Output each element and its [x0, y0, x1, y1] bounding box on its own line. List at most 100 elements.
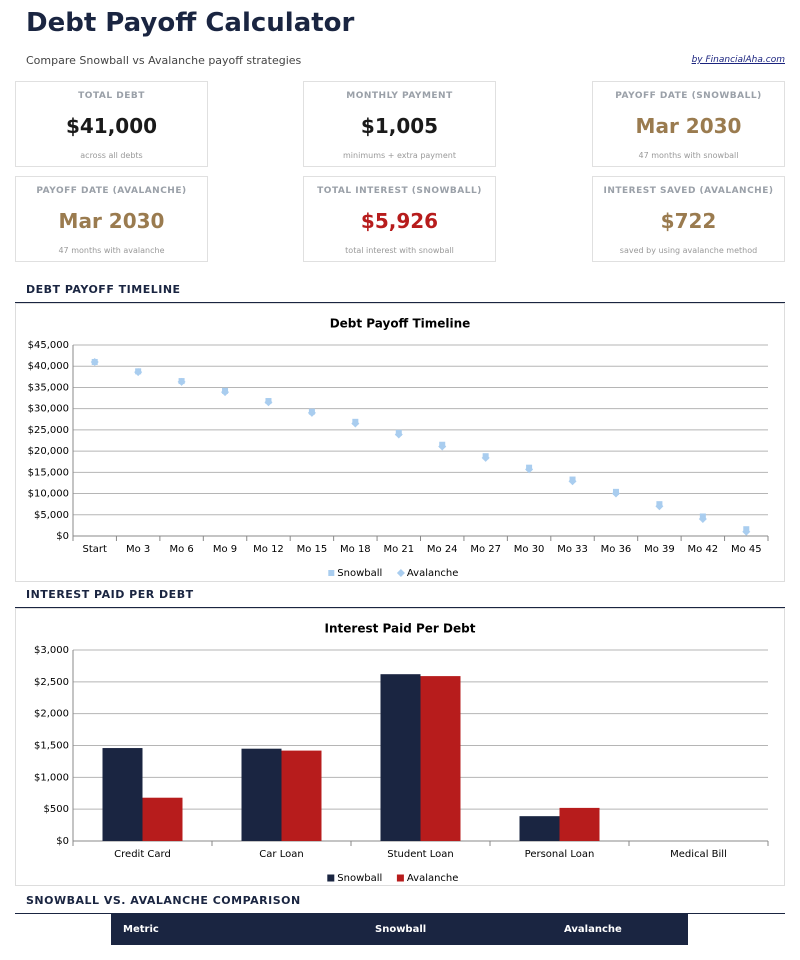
y-tick-label: $30,000 [28, 404, 69, 415]
x-tick-label: Mo 9 [213, 544, 237, 555]
y-tick-label: $10,000 [28, 489, 69, 500]
stat-card: TOTAL DEBT $41,000 across all debts [15, 81, 208, 167]
point [568, 477, 577, 486]
x-tick-label: Mo 45 [731, 544, 762, 555]
point [134, 368, 143, 377]
x-tick-label: Personal Loan [525, 849, 595, 860]
column-header: Metric [123, 924, 159, 935]
y-tick-label: $0 [56, 836, 69, 847]
x-tick-label: Mo 12 [253, 544, 284, 555]
x-tick-label: Mo 36 [601, 544, 632, 555]
y-tick-label: $20,000 [28, 446, 69, 457]
card-note: across all debts [80, 151, 143, 160]
y-tick-label: $35,000 [28, 382, 69, 393]
y-tick-label: $25,000 [28, 425, 69, 436]
chart: Interest Paid Per Debt $0 $500 $1,000 $1,500… [34, 622, 769, 884]
point [177, 377, 186, 386]
x-tick-label: Mo 6 [169, 544, 193, 555]
x-tick-label: Mo 24 [427, 544, 458, 555]
point [525, 465, 534, 474]
chart-title: Interest Paid Per Debt [325, 622, 476, 636]
section-heading: SNOWBALL VS. AVALANCHE COMPARISON [15, 894, 785, 914]
point [264, 398, 273, 407]
y-tick-label: $15,000 [28, 467, 69, 478]
legend-label: Avalanche [407, 873, 459, 884]
y-tick-label: $45,000 [28, 340, 69, 351]
y-tick-label: $5,000 [34, 510, 69, 521]
y-tick-label: $2,000 [34, 709, 69, 720]
card-note: 47 months with snowball [638, 151, 739, 160]
section-heading: DEBT PAYOFF TIMELINE [15, 283, 785, 303]
x-tick-label: Mo 39 [644, 544, 675, 555]
bar [241, 748, 282, 841]
x-tick-label: Mo 30 [514, 544, 545, 555]
card-value: $1,005 [360, 114, 439, 138]
stat-card: PAYOFF DATE (AVALANCHE) Mar 2030 47 months… [15, 176, 208, 262]
subtitle: Compare Snowball vs Avalanche payoff str… [26, 54, 302, 67]
card-note: total interest with snowball [345, 246, 454, 255]
chart: Debt Payoff Timeline $0 $5,000 $10,000 $15,0… [28, 317, 769, 579]
legend-marker [396, 569, 405, 577]
y-tick-label: $40,000 [28, 361, 69, 372]
y-tick-label: $3,000 [34, 645, 69, 656]
legend-label: Snowball [337, 873, 382, 884]
point [90, 357, 99, 366]
column-header: Snowball [375, 924, 427, 935]
legend-label: Snowball [337, 568, 382, 579]
credit-link[interactable]: by FinancialAha.com [691, 55, 785, 65]
point [221, 388, 230, 397]
card-note: minimums + extra payment [343, 151, 456, 160]
section-heading: INTEREST PAID PER DEBT [15, 588, 785, 608]
point [481, 453, 490, 462]
x-tick-label: Mo 15 [297, 544, 328, 555]
card-note: 47 months with avalanche [58, 246, 165, 255]
card-label: TOTAL INTEREST (SNOWBALL) [317, 186, 482, 196]
card-value: Mar 2030 [635, 114, 742, 138]
point [394, 430, 403, 439]
card-value: Mar 2030 [58, 209, 165, 233]
x-tick-label: Mo 21 [383, 544, 414, 555]
bar [142, 797, 183, 841]
stat-card: TOTAL INTEREST (SNOWBALL) $5,926 total int… [303, 176, 496, 262]
x-tick-label: Credit Card [114, 849, 171, 860]
point [698, 515, 707, 524]
x-tick-label: Medical Bill [670, 849, 727, 860]
card-note: saved by using avalanche method [619, 246, 758, 255]
bar [519, 816, 560, 841]
legend-marker [328, 570, 335, 576]
card-label: PAYOFF DATE (SNOWBALL) [615, 91, 762, 101]
bar [102, 748, 143, 841]
card-value: $5,926 [360, 209, 439, 233]
x-tick-label: Mo 42 [688, 544, 719, 555]
point [655, 502, 664, 511]
card-label: INTEREST SAVED (AVALANCHE) [603, 186, 774, 196]
point [611, 489, 620, 498]
legend-label: Avalanche [407, 568, 459, 579]
x-tick-label: Mo 33 [557, 544, 588, 555]
chart-title: Debt Payoff Timeline [330, 317, 471, 331]
point [351, 419, 360, 428]
chart-box: Interest Paid Per Debt $0 $500 $1,000 $1,500… [15, 608, 785, 886]
bar [559, 807, 600, 841]
x-tick-label: Student Loan [387, 849, 454, 860]
y-tick-label: $2,500 [34, 677, 69, 688]
point [438, 442, 447, 451]
legend-marker [396, 874, 404, 882]
y-tick-label: $0 [56, 531, 69, 542]
table-header: Metric Snowball Avalanche [111, 914, 688, 945]
stat-card: INTEREST SAVED (AVALANCHE) $722 saved by u… [592, 176, 785, 262]
x-tick-label: Start [83, 544, 108, 555]
x-tick-label: Mo 27 [470, 544, 501, 555]
y-tick-label: $500 [44, 804, 69, 815]
card-label: PAYOFF DATE (AVALANCHE) [36, 186, 187, 196]
bar [281, 750, 322, 841]
x-tick-label: Car Loan [259, 849, 303, 860]
legend-marker [327, 874, 335, 882]
y-tick-label: $1,000 [34, 772, 69, 783]
stat-card: PAYOFF DATE (SNOWBALL) Mar 2030 47 months … [592, 81, 785, 167]
bar [380, 674, 421, 841]
card-value: $41,000 [65, 114, 158, 138]
page-title: Debt Payoff Calculator [26, 8, 355, 38]
x-tick-label: Mo 3 [126, 544, 150, 555]
